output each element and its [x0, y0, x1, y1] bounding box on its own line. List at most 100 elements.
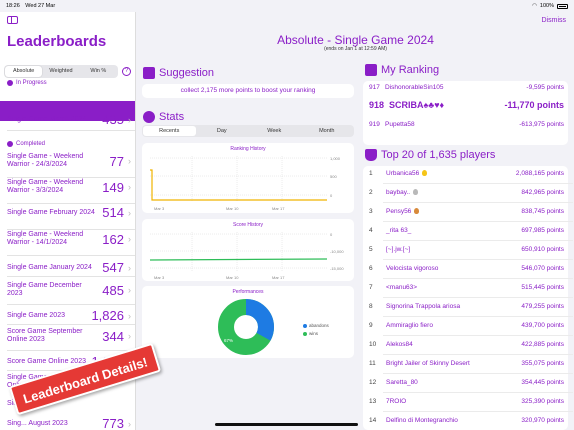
- x-tick: Mar 17: [272, 206, 285, 211]
- in-progress-selected-row[interactable]: [0, 101, 135, 121]
- in-progress-icon: [7, 80, 13, 86]
- chevron-right-icon: ›: [128, 234, 131, 244]
- top-player-row[interactable]: 7 <manu63> 515,445 points: [369, 284, 564, 291]
- chevron-right-icon: ›: [128, 285, 131, 295]
- divider: [383, 297, 573, 298]
- ranking-history-title: Ranking History: [230, 146, 266, 152]
- top-player-row[interactable]: 10 Alekos84 422,885 points: [369, 341, 564, 348]
- leaderboard-item-label: Single Game - Weekend Warrior - 24/3/202…: [7, 153, 84, 168]
- player-rank: 8: [369, 303, 373, 310]
- leaderboard-item-value: 773: [102, 416, 124, 430]
- segment-absolute[interactable]: Absolute: [5, 66, 43, 77]
- pie-slice-abandons: [218, 299, 274, 355]
- leaderboard-item[interactable]: Single Game March 2024 435 ›: [7, 112, 131, 127]
- chevron-right-icon: ›: [128, 418, 131, 429]
- leaderboard-item-label: Sing... August 2023: [7, 419, 68, 427]
- chevron-right-icon: ›: [128, 182, 131, 192]
- top-player-row[interactable]: 5 [~].jw.[~] 650,910 points: [369, 246, 564, 253]
- y-tick: 500: [330, 174, 337, 179]
- top-player-row[interactable]: 1 Urbanica56 2,088,165 points: [369, 170, 564, 177]
- top-player-row[interactable]: 14 Delfino di Montegranchio 320,970 points: [369, 417, 564, 424]
- leaderboard-item-value: 514: [102, 205, 124, 220]
- leaderboard-item-label: Single Game January 2024: [7, 263, 92, 271]
- top-player-row[interactable]: 12 Saretta_80 354,445 points: [369, 379, 564, 386]
- leaderboard-item[interactable]: Single Game February 2024 514 ›: [7, 205, 131, 220]
- top-players-header: Top 20 of 1,635 players: [365, 149, 495, 161]
- leaderboard-item[interactable]: Single Game - Weekend Warrior - 3/3/2024…: [7, 179, 131, 195]
- ranking-points: -11,770 points: [504, 100, 564, 110]
- in-progress-label: In Progress: [16, 80, 47, 86]
- top-player-row[interactable]: 8 Signorina Trappola ariosa 479,255 points: [369, 303, 564, 310]
- pie-label-abandons: 33%: [247, 319, 256, 324]
- player-points: 515,445 points: [521, 284, 564, 291]
- wifi-icon: ◠: [532, 3, 537, 9]
- top-player-row[interactable]: 9 Ammiraglio fiero 439,700 points: [369, 322, 564, 329]
- ranking-row-current-user[interactable]: 918 SCRIBA♠♣♥♦ -11,770 points: [369, 100, 564, 110]
- chevron-right-icon: ›: [128, 207, 131, 218]
- leaderboard-item[interactable]: Single Game - Weekend Warrior - 24/3/202…: [7, 153, 131, 169]
- tab-month[interactable]: Month: [319, 128, 335, 134]
- ranking-type-segment[interactable]: Absolute Weighted Win %: [4, 65, 118, 78]
- leaderboard-item[interactable]: Single Game 2023 1,826 ›: [7, 308, 131, 323]
- player-rank: 1: [369, 170, 373, 177]
- dismiss-button[interactable]: Dismiss: [541, 17, 567, 24]
- top-player-row[interactable]: 13 7ROIO 325,390 points: [369, 398, 564, 405]
- completed-header: Completed: [7, 141, 45, 147]
- player-name: Delfino di Montegranchio: [386, 417, 458, 424]
- player-rank: 14: [369, 417, 377, 424]
- divider: [7, 177, 135, 178]
- tab-week[interactable]: Week: [267, 128, 282, 134]
- leaderboard-item[interactable]: Single Game - Weekend Warrior - 14/1/202…: [7, 231, 131, 247]
- pie-label-wins: 67%: [224, 338, 233, 343]
- chevron-right-icon: ›: [128, 262, 131, 273]
- divider: [7, 324, 135, 325]
- info-icon[interactable]: ?: [122, 67, 131, 76]
- divider: [383, 259, 573, 260]
- sidebar: Leaderboards Absolute Weighted Win % ? I…: [0, 12, 136, 430]
- my-ranking-header: My Ranking: [365, 64, 439, 76]
- player-name: Signorina Trappola ariosa: [386, 303, 461, 310]
- leaderboard-item[interactable]: Single Game December 2023 485 ›: [7, 282, 131, 298]
- in-progress-header: In Progress: [7, 80, 47, 86]
- tab-recents[interactable]: Recents: [143, 126, 196, 136]
- performances-pie: 33% 67%: [218, 299, 274, 355]
- divider: [383, 354, 573, 355]
- sidebar-toggle-icon[interactable]: [7, 16, 18, 24]
- top-player-row[interactable]: 3 Pensy56 838,745 points: [369, 208, 564, 215]
- segment-weighted[interactable]: Weighted: [49, 68, 73, 74]
- player-points: 354,445 points: [521, 379, 564, 386]
- player-rank: 2: [369, 189, 373, 196]
- top-player-row[interactable]: 11 Bright Jailer of Skinny Desert 355,075 …: [369, 360, 564, 367]
- legend-dot: [303, 323, 307, 328]
- top-player-row[interactable]: 2 baybay.. 842,965 points: [369, 189, 564, 196]
- tab-day[interactable]: Day: [216, 128, 227, 134]
- divider: [7, 130, 135, 131]
- gold-medal-icon: [422, 170, 428, 177]
- sidebar-title: Leaderboards: [7, 33, 107, 50]
- home-indicator[interactable]: [215, 423, 358, 426]
- player-name: [~].jw.[~]: [386, 246, 411, 253]
- chevron-right-icon: ›: [128, 114, 131, 125]
- top-player-row[interactable]: 4 _rita 63_ 697,985 points: [369, 227, 564, 234]
- leaderboard-item[interactable]: Score Game September Online 2023 344 ›: [7, 328, 131, 344]
- battery-percent: 100%: [539, 3, 554, 9]
- stats-period-tabs[interactable]: Recents Day Week Month: [142, 125, 354, 137]
- chevron-right-icon: ›: [128, 310, 131, 321]
- completed-label: Completed: [16, 141, 46, 147]
- player-rank: 7: [369, 284, 373, 291]
- ranking-row[interactable]: 919 Pupetta58 -613,975 points: [369, 121, 564, 128]
- top-player-row[interactable]: 6 Velocista vigoroso 546,070 points: [369, 265, 564, 272]
- suggestion-card: collect 2,175 more points to boost your …: [142, 84, 354, 98]
- page-title: Absolute - Single Game 2024: [277, 33, 434, 47]
- leaderboard-item[interactable]: Sing... August 2023 773 ›: [7, 416, 131, 430]
- player-points: 320,970 points: [521, 417, 564, 424]
- leaderboard-item[interactable]: Single Game January 2024 547 ›: [7, 260, 131, 275]
- ranking-row[interactable]: 917 DishonorableSin105 -9,595 points: [369, 84, 564, 91]
- stats-title: Stats: [159, 111, 185, 123]
- ranking-name: SCRIBA♠♣♥♦: [389, 100, 445, 110]
- segment-win-percent[interactable]: Win %: [90, 68, 107, 74]
- player-name: Alekos84: [386, 341, 413, 348]
- top-players-title: Top 20 of 1,635 players: [381, 149, 496, 161]
- y-tick: 1,000: [330, 156, 341, 161]
- player-name: baybay..: [386, 189, 411, 196]
